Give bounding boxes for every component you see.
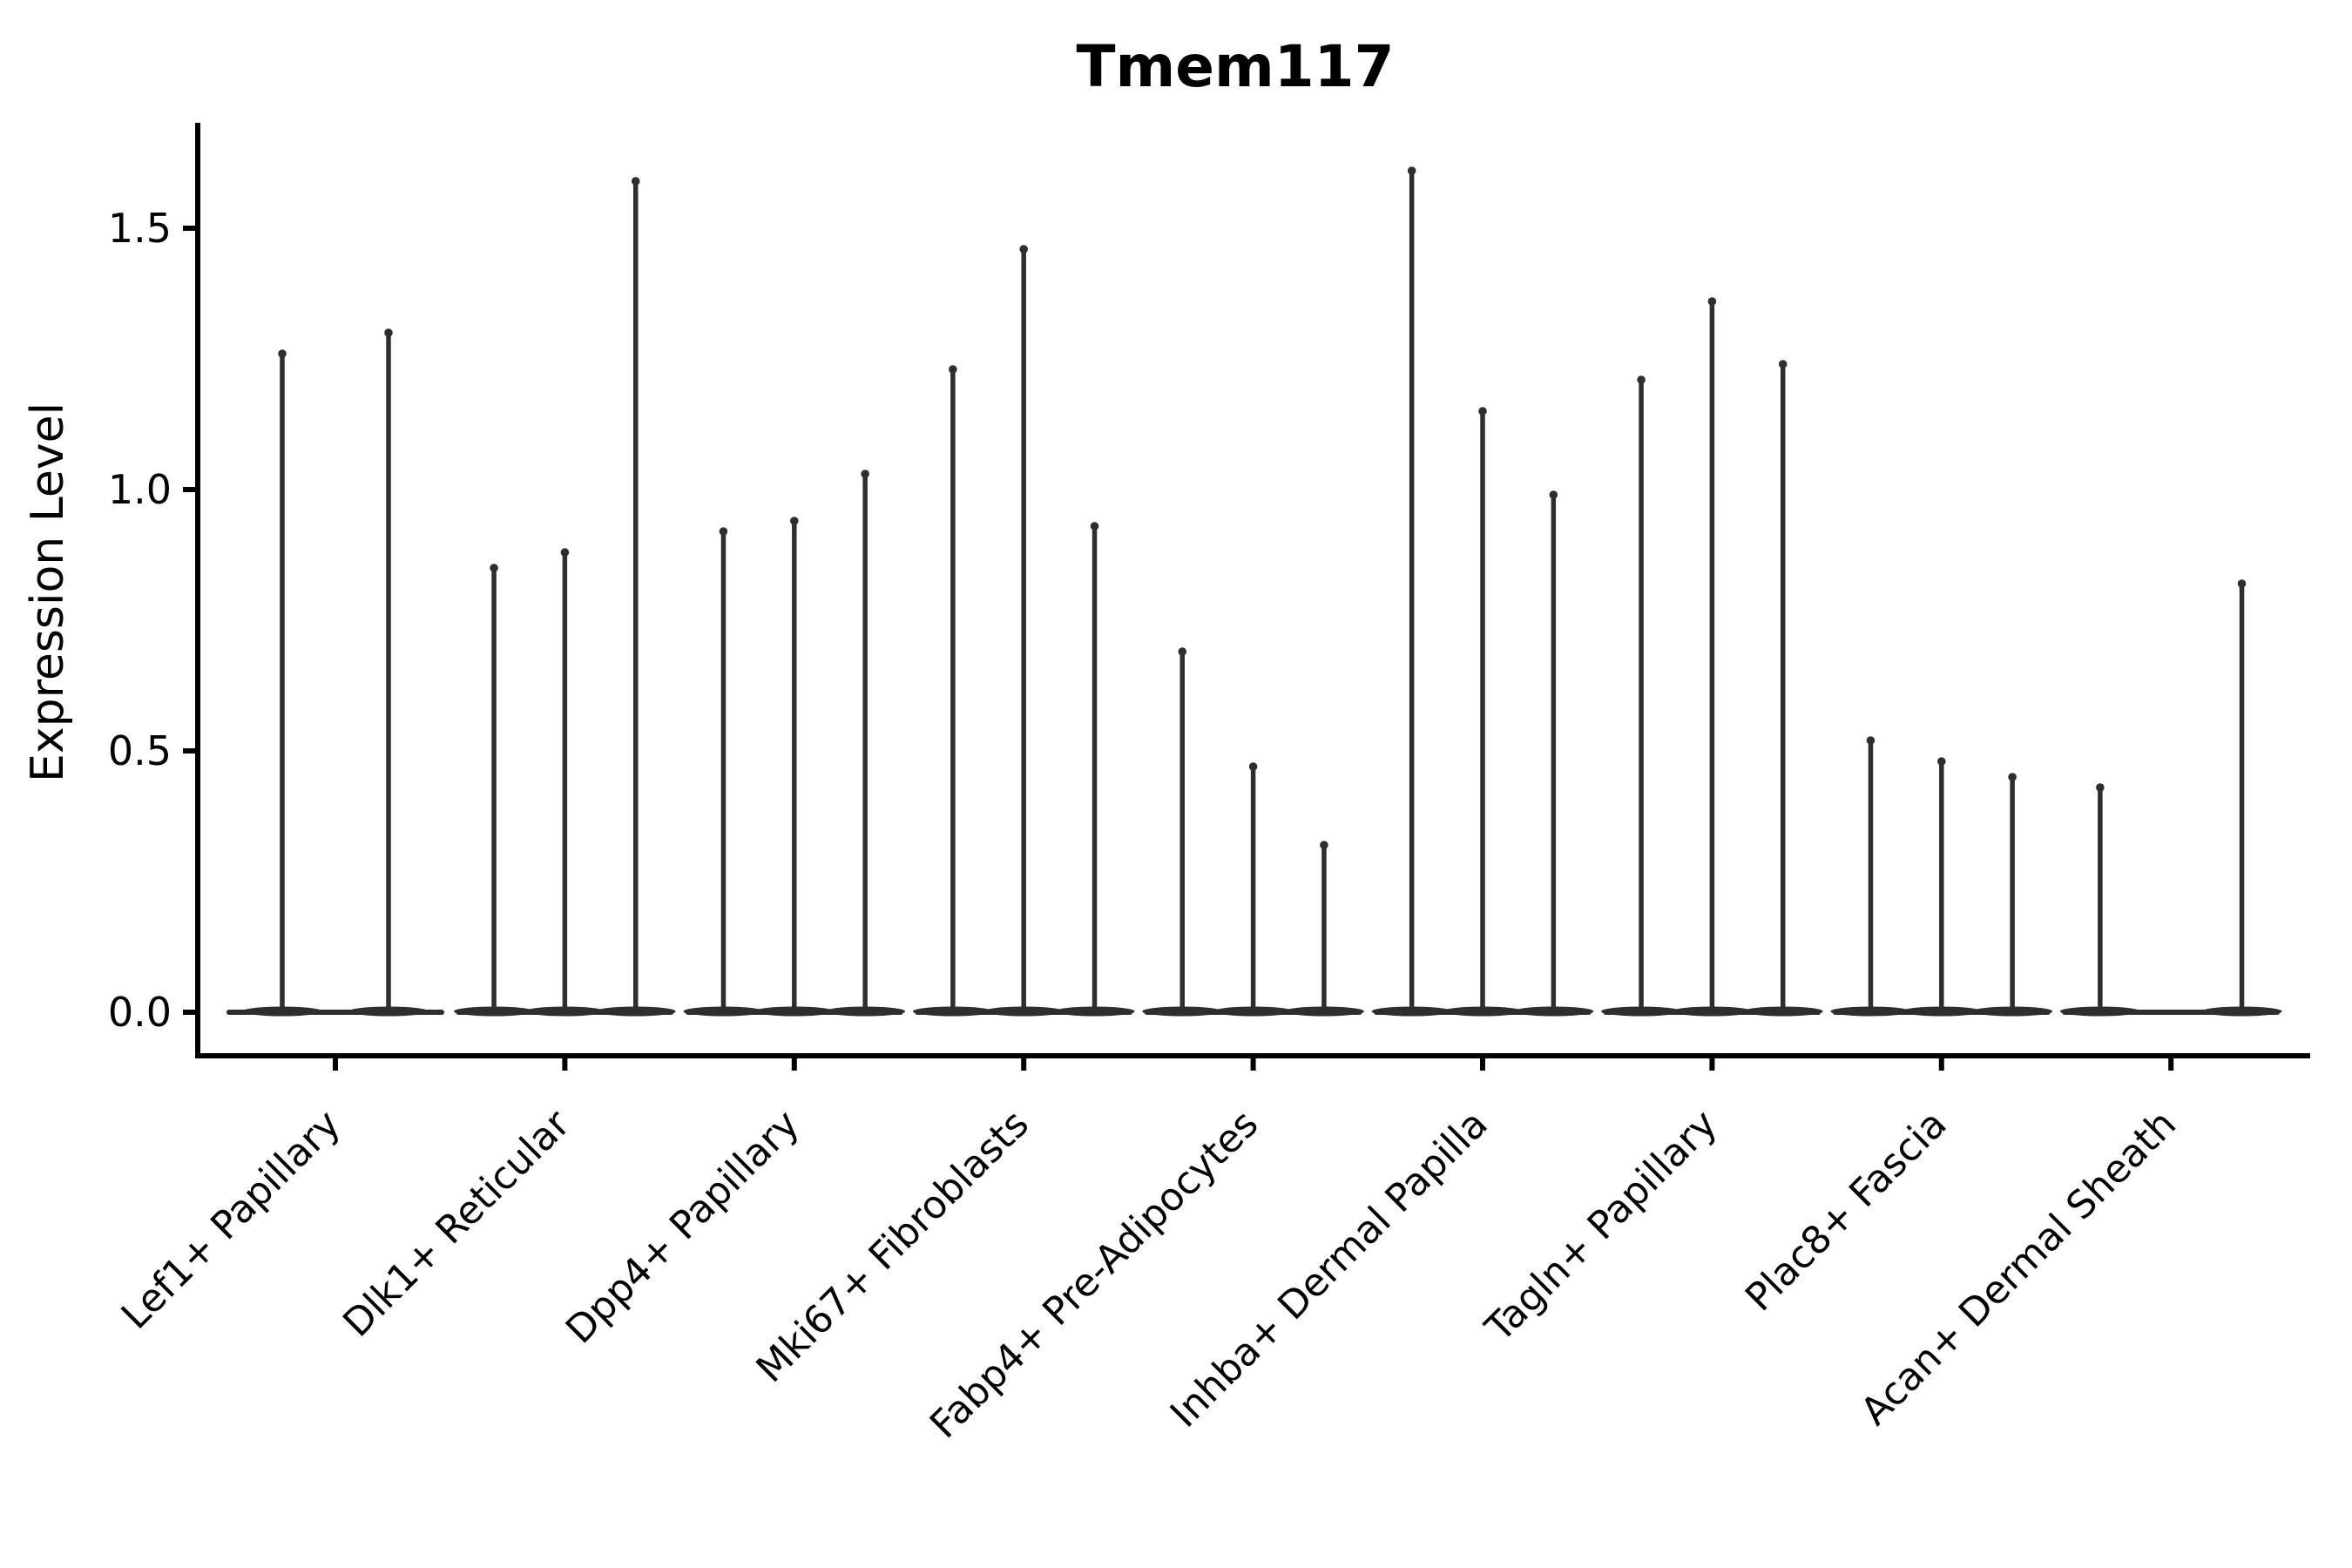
x-tick-label: Tagln+ Papillary bbox=[1477, 1102, 1726, 1351]
violin-group bbox=[454, 177, 676, 1017]
violin-spike-tip bbox=[790, 517, 799, 525]
violin-spike-tip bbox=[1478, 407, 1487, 416]
violin-spike-tip bbox=[1778, 360, 1788, 368]
x-tick-label: Dpp4+ Papillary bbox=[558, 1102, 808, 1353]
violin-spike-tip bbox=[861, 470, 869, 478]
violin-spike-tip bbox=[1707, 297, 1717, 306]
y-axis-label: Expression Level bbox=[22, 402, 74, 782]
violin-spike-tip bbox=[1866, 736, 1876, 745]
y-tick-label: 0.5 bbox=[108, 727, 172, 774]
violin-spike-tip bbox=[2096, 783, 2105, 792]
violin-group bbox=[1601, 297, 1823, 1017]
violin-spike-tip bbox=[1178, 647, 1187, 656]
violin-group bbox=[683, 470, 906, 1017]
violin-group bbox=[1142, 647, 1364, 1017]
violin-spike-tip bbox=[1637, 375, 1646, 384]
violin-spike-tip bbox=[1407, 166, 1416, 175]
y-ticks-layer: 0.0 0.5 1.0 1.5 bbox=[108, 205, 198, 1036]
violin-spike-tip bbox=[278, 349, 287, 358]
violin-group bbox=[1371, 166, 1594, 1017]
violin-spike-tip bbox=[1549, 490, 1558, 499]
violin-spike-tip bbox=[490, 564, 498, 572]
y-tick-label: 1.5 bbox=[108, 205, 172, 252]
violins-layer bbox=[226, 166, 2282, 1017]
violin-group bbox=[2059, 579, 2282, 1017]
violin-spike-tip bbox=[1320, 841, 1328, 849]
y-tick-label: 0.0 bbox=[108, 989, 172, 1036]
violin-spike-tip bbox=[1019, 245, 1028, 253]
violin-spike-tip bbox=[1090, 522, 1099, 531]
violin-spike-tip bbox=[631, 177, 640, 186]
violin-spike-tip bbox=[1248, 762, 1258, 771]
violin-spike-tip bbox=[719, 527, 728, 536]
violin-spike-tip bbox=[384, 328, 393, 337]
x-tick-label: Lef1+ Papillary bbox=[113, 1102, 349, 1338]
violin-spike-tip bbox=[949, 365, 957, 374]
x-tick-label: Dlk1+ Reticular bbox=[335, 1101, 579, 1346]
violin-spike-tip bbox=[560, 548, 570, 557]
axes-layer bbox=[195, 123, 2310, 1058]
violin-group bbox=[226, 328, 444, 1017]
violin-spike-tip bbox=[2008, 773, 2017, 781]
violin-group bbox=[1830, 736, 2053, 1017]
y-tick-label: 1.0 bbox=[108, 466, 172, 513]
violin-spike-tip bbox=[2237, 579, 2247, 588]
violin-group bbox=[912, 245, 1135, 1017]
plot-title: Tmem117 bbox=[1076, 33, 1394, 100]
x-tick-label: Plac8+ Fascia bbox=[1737, 1102, 1956, 1321]
violin-spike-tip bbox=[1937, 757, 1946, 766]
